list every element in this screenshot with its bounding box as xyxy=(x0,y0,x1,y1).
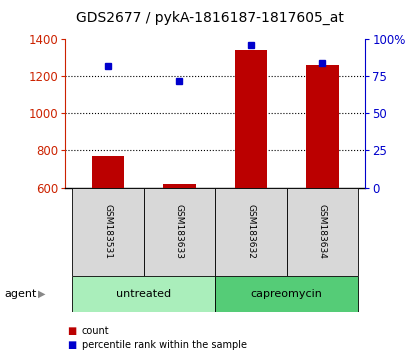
Text: GSM183531: GSM183531 xyxy=(103,204,113,259)
Bar xyxy=(307,65,339,188)
Text: count: count xyxy=(82,326,110,336)
Bar xyxy=(72,188,144,276)
Text: untreated: untreated xyxy=(116,289,171,299)
Bar xyxy=(235,50,267,188)
Text: percentile rank within the sample: percentile rank within the sample xyxy=(82,340,247,350)
Text: ■: ■ xyxy=(67,326,76,336)
Text: GSM183632: GSM183632 xyxy=(247,204,255,259)
Text: GDS2677 / pykA-1816187-1817605_at: GDS2677 / pykA-1816187-1817605_at xyxy=(76,11,344,25)
Bar xyxy=(215,276,358,312)
Text: ■: ■ xyxy=(67,340,76,350)
Text: GSM183634: GSM183634 xyxy=(318,204,327,259)
Bar xyxy=(163,184,196,188)
Bar xyxy=(92,156,124,188)
Text: ▶: ▶ xyxy=(38,289,46,299)
Bar xyxy=(72,276,215,312)
Bar xyxy=(144,188,215,276)
Text: GSM183633: GSM183633 xyxy=(175,204,184,259)
Bar xyxy=(287,188,358,276)
Text: capreomycin: capreomycin xyxy=(251,289,323,299)
Bar xyxy=(215,188,287,276)
Text: agent: agent xyxy=(4,289,37,299)
